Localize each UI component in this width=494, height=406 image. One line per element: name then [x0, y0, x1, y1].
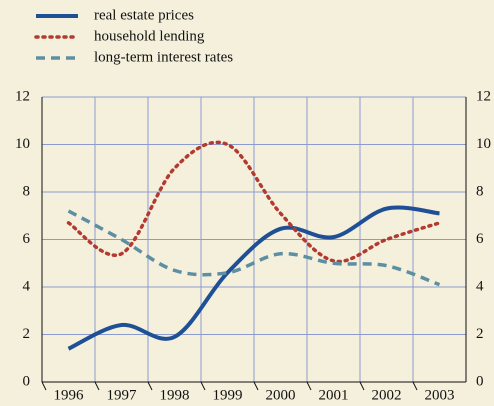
series-line	[67, 205, 440, 351]
x-tick-label: 2000	[266, 387, 296, 403]
y-tick-label: 2	[23, 326, 31, 342]
y-tick-label: 0	[23, 373, 31, 389]
y2-tick-label: 6	[476, 231, 484, 247]
x-tick	[253, 381, 259, 391]
series-line	[66, 140, 442, 264]
y-tick-label: 8	[23, 183, 31, 199]
y2-tick-label: 2	[476, 326, 484, 342]
x-tick-label: 1997	[107, 387, 138, 403]
y-tick-label: 6	[23, 231, 31, 247]
legend-label: real estate prices	[94, 7, 194, 23]
y2-tick-label: 12	[476, 88, 491, 104]
x-tick-label: 2001	[319, 387, 349, 403]
x-tick	[41, 381, 47, 391]
x-tick	[412, 381, 418, 391]
x-tick	[359, 381, 365, 391]
x-tick-label: 2002	[372, 387, 402, 403]
legend-label: long-term interest rates	[94, 49, 233, 65]
x-tick	[200, 381, 206, 391]
y-tick-label: 4	[23, 278, 31, 294]
x-tick-label: 2003	[425, 387, 455, 403]
series-line	[67, 209, 441, 287]
x-tick	[306, 381, 312, 391]
y-tick-label: 10	[15, 136, 30, 152]
y2-tick-label: 0	[476, 373, 484, 389]
y-tick-label: 12	[15, 88, 30, 104]
x-tick-label: 1996	[54, 387, 85, 403]
y2-tick-label: 10	[476, 136, 491, 152]
x-tick-label: 1998	[160, 387, 190, 403]
x-tick-label: 1999	[213, 387, 243, 403]
x-tick	[94, 381, 100, 391]
x-tick	[147, 381, 153, 391]
legend-label: household lending	[94, 28, 205, 44]
y2-tick-label: 4	[476, 278, 484, 294]
y2-tick-label: 8	[476, 183, 484, 199]
